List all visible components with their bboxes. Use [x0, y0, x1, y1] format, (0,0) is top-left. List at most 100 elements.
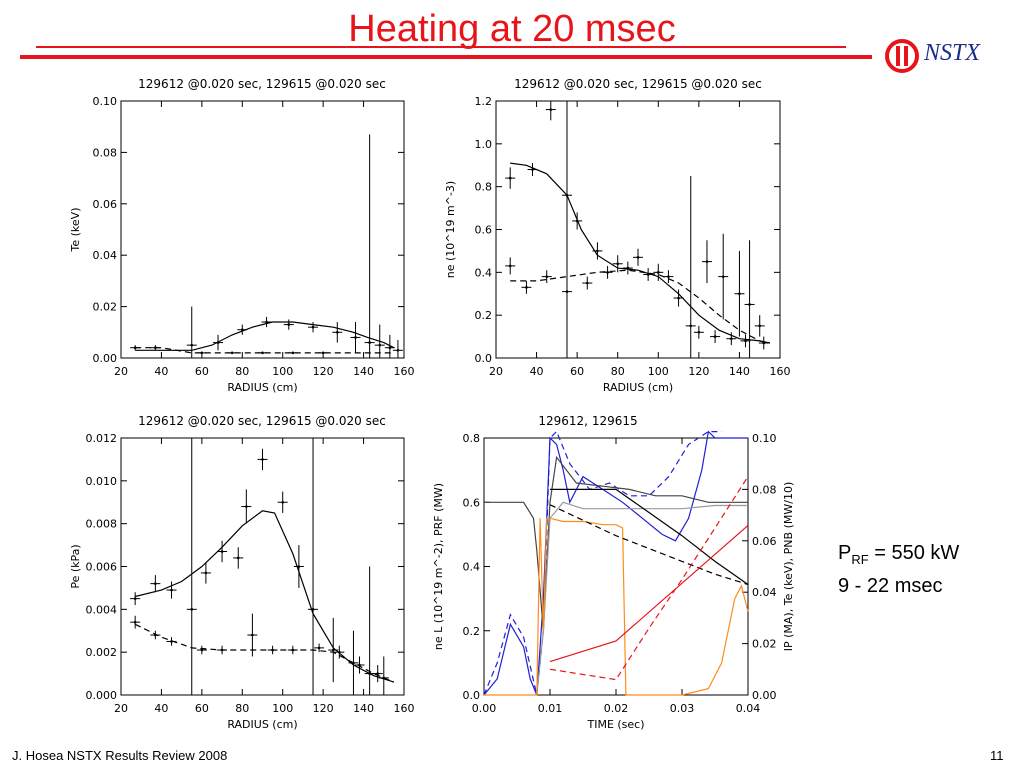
y2-axis-label-3: IP (MA), Te (keV), PNB (MW/10) [782, 482, 795, 652]
data-marker-2-4 [204, 571, 208, 575]
x-tick-label-2-5: 120 [313, 702, 334, 715]
data-marker-0-0 [133, 346, 137, 350]
x-tick-label-0-5: 120 [313, 365, 334, 378]
series-line-1-1 [510, 269, 771, 344]
y2-tick-label-3-1: 0.02 [752, 638, 777, 651]
data-marker-1-24 [667, 275, 670, 278]
annotation-rf-sub: RF [851, 552, 869, 567]
y-tick-label-3-0: 0.0 [463, 689, 481, 702]
data-marker-0-15 [230, 351, 234, 355]
x-tick-label-2-3: 80 [235, 702, 249, 715]
series-line-3-3 [536, 501, 748, 696]
data-marker-0-11 [378, 343, 382, 347]
data-marker-0-1 [154, 346, 157, 350]
data-marker-1-26 [713, 335, 717, 338]
chart-title-0: 129612 @0.020 sec, 129615 @0.020 sec [138, 77, 386, 91]
footer-author: J. Hosea NSTX Results Review 2008 [12, 748, 228, 763]
annotation-p: P [838, 542, 852, 564]
data-marker-2-15 [382, 676, 386, 680]
x-tick-label-3-4: 0.04 [736, 702, 761, 715]
y-tick-label-1-1: 0.2 [475, 309, 493, 322]
y-tick-label-1-2: 0.4 [475, 266, 493, 279]
y-tick-label-0-5: 0.10 [93, 95, 118, 108]
data-marker-2-8 [261, 458, 264, 461]
y-tick-label-2-1: 0.002 [86, 646, 118, 659]
data-marker-0-7 [311, 325, 315, 329]
title-underline-top [36, 46, 846, 48]
x-tick-label-0-6: 140 [353, 365, 374, 378]
x-tick-label-2-7: 160 [394, 702, 415, 715]
x-tick-label-1-6: 140 [729, 365, 750, 378]
nstx-logo-icon [885, 39, 919, 73]
data-marker-1-17 [525, 286, 528, 289]
data-marker-1-10 [689, 324, 693, 328]
data-marker-1-4 [575, 219, 579, 223]
y-tick-label-2-4: 0.008 [86, 518, 118, 531]
plot-frame-0 [120, 100, 405, 359]
data-marker-2-14 [368, 672, 371, 675]
data-marker-2-1 [154, 582, 157, 585]
data-marker-0-17 [291, 351, 295, 355]
data-marker-2-11 [311, 608, 315, 611]
data-marker-2-24 [317, 646, 321, 650]
x-tick-label-0-1: 40 [154, 365, 168, 378]
x-tick-label-1-7: 160 [770, 365, 791, 378]
x-tick-label-1-4: 100 [648, 365, 669, 378]
data-marker-0-18 [321, 351, 325, 355]
data-marker-0-16 [261, 351, 264, 355]
data-marker-2-9 [281, 500, 285, 504]
series-line-3-6 [549, 504, 749, 586]
data-marker-1-9 [677, 296, 680, 300]
y-tick-label-1-4: 0.8 [475, 181, 493, 194]
data-marker-2-13 [352, 661, 355, 665]
series-line-3-5 [550, 488, 749, 585]
y-axis-label-0: Te (keV) [69, 208, 82, 253]
data-marker-2-7 [245, 505, 248, 508]
data-marker-2-2 [170, 588, 173, 592]
series-line-1-0 [510, 162, 771, 344]
x-tick-label-1-1: 40 [530, 365, 544, 378]
x-axis-label-0: RADIUS (cm) [227, 381, 297, 394]
y-axis-label-3: ne L (10^19 m^-2), PRF (MW) [432, 483, 445, 650]
y-tick-label-0-2: 0.04 [93, 249, 118, 262]
x-tick-label-1-3: 80 [611, 365, 625, 378]
data-marker-2-10 [297, 565, 301, 568]
x-tick-label-2-2: 60 [195, 702, 209, 715]
x-tick-label-1-5: 120 [688, 365, 709, 378]
data-marker-1-25 [697, 331, 701, 334]
y-tick-label-3-1: 0.2 [463, 625, 481, 638]
x-tick-label-2-6: 140 [353, 702, 374, 715]
data-marker-1-18 [545, 275, 549, 278]
title-underline-bottom [20, 55, 872, 59]
data-marker-0-8 [335, 331, 339, 334]
annotation-time-window: 9 - 22 msec [838, 575, 943, 597]
data-marker-1-6 [616, 262, 620, 266]
data-marker-1-22 [626, 266, 630, 270]
y-tick-label-2-0: 0.000 [86, 689, 118, 702]
x-axis-label-3: TIME (sec) [586, 718, 644, 731]
x-tick-label-3-2: 0.02 [604, 702, 629, 715]
series-line-2-1 [134, 623, 395, 683]
series-line-0-1 [135, 347, 394, 354]
y-tick-label-2-5: 0.010 [86, 475, 118, 488]
plot-frame-1 [495, 100, 781, 359]
series-line-2-0 [135, 510, 395, 683]
y2-tick-label-3-4: 0.08 [752, 483, 777, 496]
data-marker-2-23 [291, 648, 295, 652]
y-axis-label-2: Pe (kPa) [69, 544, 82, 588]
chart-title-1: 129612 @0.020 sec, 129615 @0.020 sec [514, 77, 762, 91]
x-tick-label-3-0: 0.00 [472, 702, 497, 715]
data-marker-0-6 [287, 323, 291, 326]
rf-power-annotation: PRF = 550 kW 9 - 22 msec [838, 540, 959, 599]
data-marker-2-12 [331, 648, 335, 652]
slide-title: Heating at 20 msec [348, 8, 676, 50]
y-tick-label-0-1: 0.02 [93, 301, 118, 314]
data-marker-1-20 [585, 281, 589, 285]
y-tick-label-3-4: 0.8 [463, 432, 481, 445]
data-marker-1-11 [705, 260, 709, 263]
data-marker-2-0 [133, 597, 137, 600]
y2-tick-label-3-0: 0.00 [752, 689, 777, 702]
data-marker-0-9 [354, 336, 357, 339]
data-marker-0-10 [368, 341, 371, 344]
